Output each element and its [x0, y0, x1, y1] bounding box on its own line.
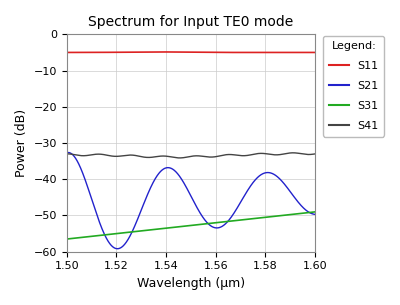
Legend: S11, S21, S31, S41: S11, S21, S31, S41: [323, 36, 384, 137]
X-axis label: Wavelength (μm): Wavelength (μm): [137, 277, 245, 290]
Title: Spectrum for Input TE0 mode: Spectrum for Input TE0 mode: [88, 15, 294, 29]
Y-axis label: Power (dB): Power (dB): [15, 109, 28, 177]
